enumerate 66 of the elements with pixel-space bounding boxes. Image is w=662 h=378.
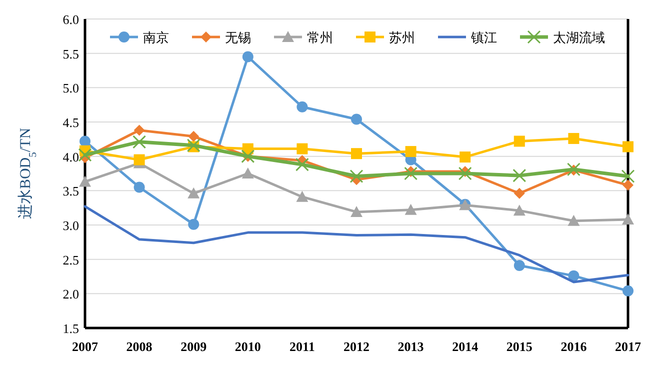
- point: [296, 190, 308, 202]
- x-tick-label: 2011: [290, 339, 315, 354]
- x-tick-label: 2015: [506, 339, 533, 354]
- x-tick-label: 2013: [398, 339, 424, 354]
- point: [295, 158, 309, 172]
- y-tick-label: 3.0: [62, 218, 79, 233]
- point: [514, 260, 525, 272]
- legend-label: 无锡: [225, 31, 251, 46]
- point: [242, 168, 254, 178]
- y-tick-label: 4.0: [62, 149, 79, 164]
- point: [351, 148, 362, 160]
- y-tick-label: 2.0: [62, 286, 79, 302]
- y-tick-label: 6.0: [62, 12, 79, 27]
- point: [622, 180, 634, 191]
- x-tick-label: 2009: [180, 339, 208, 354]
- point: [458, 166, 472, 180]
- point: [621, 169, 635, 183]
- y-tick-label: 2.5: [62, 252, 79, 268]
- x-tick-label: 2017: [615, 339, 642, 354]
- legend-label: 常州: [307, 31, 333, 46]
- point: [351, 114, 362, 125]
- x-tick-label: 2014: [452, 339, 479, 354]
- point: [568, 270, 580, 282]
- point: [242, 51, 254, 62]
- point: [186, 138, 200, 152]
- point: [78, 148, 92, 162]
- y-tick-label: 4.5: [62, 115, 79, 130]
- point: [512, 168, 526, 182]
- x-tick-label: 2008: [126, 339, 153, 354]
- y-tick-label: 5.5: [62, 46, 79, 62]
- point: [350, 169, 364, 183]
- y-tick-label: 5.0: [62, 80, 79, 96]
- point: [404, 166, 418, 180]
- point: [296, 101, 308, 112]
- legend-label: 南京: [143, 31, 169, 46]
- point: [132, 135, 146, 149]
- point: [350, 206, 362, 217]
- point: [296, 143, 308, 154]
- y-tick-label: 1.5: [62, 321, 79, 336]
- point: [404, 204, 417, 215]
- point: [188, 130, 200, 142]
- point: [188, 187, 200, 198]
- x-tick-label: 2012: [344, 339, 370, 354]
- y-tick-label: 3.5: [62, 184, 79, 199]
- point: [622, 285, 634, 296]
- point: [134, 124, 145, 136]
- point: [568, 132, 580, 144]
- point: [513, 204, 526, 216]
- legend-label: 太湖流域: [553, 30, 605, 46]
- point: [460, 152, 471, 163]
- point: [134, 182, 145, 193]
- point: [80, 136, 90, 147]
- legend-label: 苏州: [389, 31, 415, 46]
- point: [568, 214, 580, 226]
- point: [188, 218, 200, 230]
- x-tick-label: 2016: [560, 339, 588, 354]
- point: [405, 146, 416, 158]
- x-tick-label: 2007: [72, 339, 98, 354]
- point: [134, 154, 145, 166]
- legend-label: 镇江: [470, 31, 497, 46]
- point: [514, 136, 525, 147]
- point: [514, 188, 525, 199]
- point: [622, 141, 634, 152]
- point: [79, 176, 91, 187]
- x-tick-label: 2010: [234, 339, 261, 354]
- point: [622, 214, 634, 225]
